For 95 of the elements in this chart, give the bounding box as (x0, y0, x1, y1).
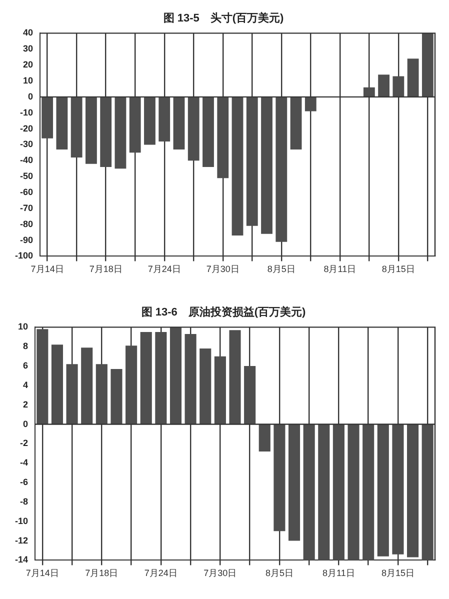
bar (288, 424, 300, 541)
bar (51, 344, 64, 424)
bar (258, 424, 270, 452)
bar (70, 96, 82, 158)
bar (42, 96, 54, 138)
bar (318, 424, 330, 560)
y-tick-label: 4 (22, 380, 28, 390)
y-tick-label: 40 (23, 28, 34, 38)
y-tick-label: -10 (20, 107, 34, 118)
bar (126, 346, 138, 424)
bar (140, 332, 152, 424)
x-tick-label: 7月18日 (89, 264, 122, 274)
bar (155, 332, 167, 424)
bar (392, 424, 404, 554)
bar (184, 334, 196, 424)
chart-title: 图 13-6 原油投资损益(百万美元) (141, 306, 306, 319)
x-tick-label: 8月11日 (322, 568, 355, 578)
bar (110, 368, 122, 424)
bar (392, 76, 404, 97)
bar (246, 96, 258, 226)
y-tick-label: -70 (20, 202, 34, 213)
bar (276, 96, 288, 242)
bar (348, 424, 360, 560)
y-tick-label: 10 (18, 322, 28, 332)
y-tick-label: -14 (14, 554, 28, 565)
y-tick-label: -40 (20, 155, 34, 166)
bar (378, 74, 390, 97)
y-tick-label: -20 (20, 123, 34, 134)
y-tick-label: 0 (28, 91, 34, 102)
bar (290, 96, 302, 150)
bar (170, 327, 182, 424)
y-tick-label: -90 (20, 234, 34, 245)
bar (377, 424, 389, 556)
y-tick-label: 6 (22, 360, 28, 371)
y-tick-label: -30 (20, 139, 34, 150)
y-tick-label: -80 (20, 218, 34, 229)
bar (261, 96, 272, 234)
x-tick-label: 7月30日 (204, 568, 237, 578)
bar (173, 96, 185, 150)
bar (100, 96, 112, 167)
x-tick-label: 7月24日 (144, 568, 178, 578)
x-tick-label: 8月5日 (265, 568, 294, 578)
x-tick-label: 7月24日 (148, 264, 181, 274)
y-tick-label: 10 (23, 75, 34, 86)
bar (56, 96, 68, 150)
bar (188, 96, 200, 161)
bar (422, 424, 434, 560)
bar (363, 87, 375, 97)
bar (332, 424, 344, 560)
bar (304, 96, 316, 112)
x-tick-label: 8月11日 (324, 264, 356, 274)
bar (244, 366, 256, 424)
bar (129, 96, 141, 153)
x-tick-label: 8月5日 (267, 264, 296, 274)
bar (144, 96, 156, 145)
bar (303, 424, 315, 560)
y-tick-label: 8 (22, 341, 28, 352)
bar (81, 348, 93, 424)
bar (66, 364, 78, 424)
y-tick-label: -10 (14, 516, 28, 526)
x-tick-label: 7月18日 (85, 568, 118, 578)
bar (158, 96, 170, 142)
y-tick-label: -12 (14, 535, 28, 546)
y-tick-label: 30 (23, 44, 34, 54)
bar (229, 330, 241, 424)
x-tick-label: 7月14日 (26, 568, 59, 578)
y-tick-label: 20 (23, 60, 34, 70)
y-tick-label: -2 (20, 438, 28, 448)
chart-title: 图 13-5 头寸(百万美元) (163, 12, 284, 25)
bar (217, 96, 229, 178)
bar (407, 424, 419, 558)
y-tick-label: -100 (15, 250, 34, 261)
y-tick-label: -6 (20, 477, 28, 488)
y-tick-label: 2 (22, 399, 28, 410)
bar (200, 348, 212, 424)
y-tick-label: -4 (20, 458, 28, 468)
bar (96, 364, 108, 424)
x-tick-label: 7月30日 (206, 264, 240, 274)
bar (36, 329, 48, 424)
bar (274, 424, 286, 532)
x-tick-label: 8月15日 (381, 568, 414, 578)
bar (232, 96, 244, 236)
y-tick-label: -8 (20, 496, 28, 506)
y-tick-label: 0 (22, 418, 28, 429)
y-tick-label: -60 (20, 186, 34, 197)
bar (202, 96, 214, 167)
bar (114, 96, 126, 169)
bar (86, 96, 97, 164)
bar (422, 33, 434, 97)
x-tick-label: 7月14日 (30, 264, 64, 274)
y-tick-label: -50 (20, 171, 34, 182)
bar (362, 424, 374, 560)
bar (407, 58, 419, 97)
x-tick-label: 8月15日 (382, 264, 415, 274)
bar (214, 356, 226, 424)
